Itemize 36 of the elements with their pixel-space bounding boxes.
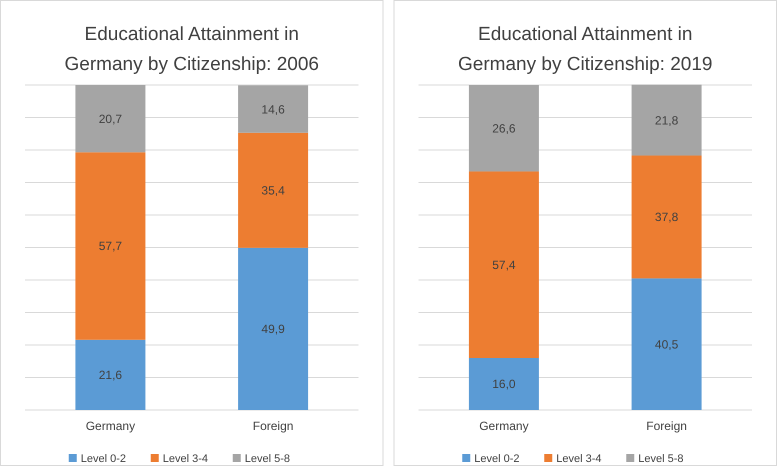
x-tick-label: Germany: [86, 419, 136, 433]
bar: [238, 85, 308, 133]
data-label: 49,9: [261, 322, 286, 336]
legend-label: Level 3-4: [162, 453, 208, 465]
chart-title: Educational Attainment in Germany by Citizenship: 2006: [64, 24, 320, 75]
chart-title: Educational Attainment in Germany by Citizenship: 2019: [458, 24, 713, 75]
data-label: 14,6: [261, 102, 286, 116]
data-label: 40,5: [654, 337, 679, 352]
data-label: 37,8: [654, 210, 679, 224]
data-label: 21,8: [654, 113, 679, 128]
data-label: 35,4: [261, 184, 286, 198]
data-label: 20,7: [98, 112, 122, 126]
bar: [632, 84, 702, 156]
bar: [632, 278, 702, 410]
x-tick-label: Germany: [479, 419, 529, 433]
bar: [75, 340, 146, 410]
bar: [468, 85, 539, 172]
legend-label: Level 3-4: [556, 453, 602, 465]
x-tick-label: Foreign: [646, 419, 687, 433]
legend-label: Level 5-8: [244, 453, 290, 465]
data-label: 57,7: [98, 239, 122, 254]
x-tick-label: Foreign: [252, 419, 294, 433]
legend-label: Level 5-8: [638, 453, 684, 465]
bar: [75, 85, 146, 152]
data-label: 26,6: [492, 121, 516, 136]
bar: [632, 156, 702, 278]
legend-label: Level 0-2: [474, 453, 520, 465]
legend-label: Level 0-2: [80, 453, 126, 465]
bar: [75, 152, 146, 340]
data-label: 57,4: [492, 258, 516, 272]
bar: [238, 248, 308, 410]
data-label: 21,6: [98, 368, 122, 382]
bar: [468, 171, 539, 358]
data-label: 16,0: [492, 377, 516, 392]
bar: [468, 358, 539, 410]
bar: [238, 132, 308, 248]
